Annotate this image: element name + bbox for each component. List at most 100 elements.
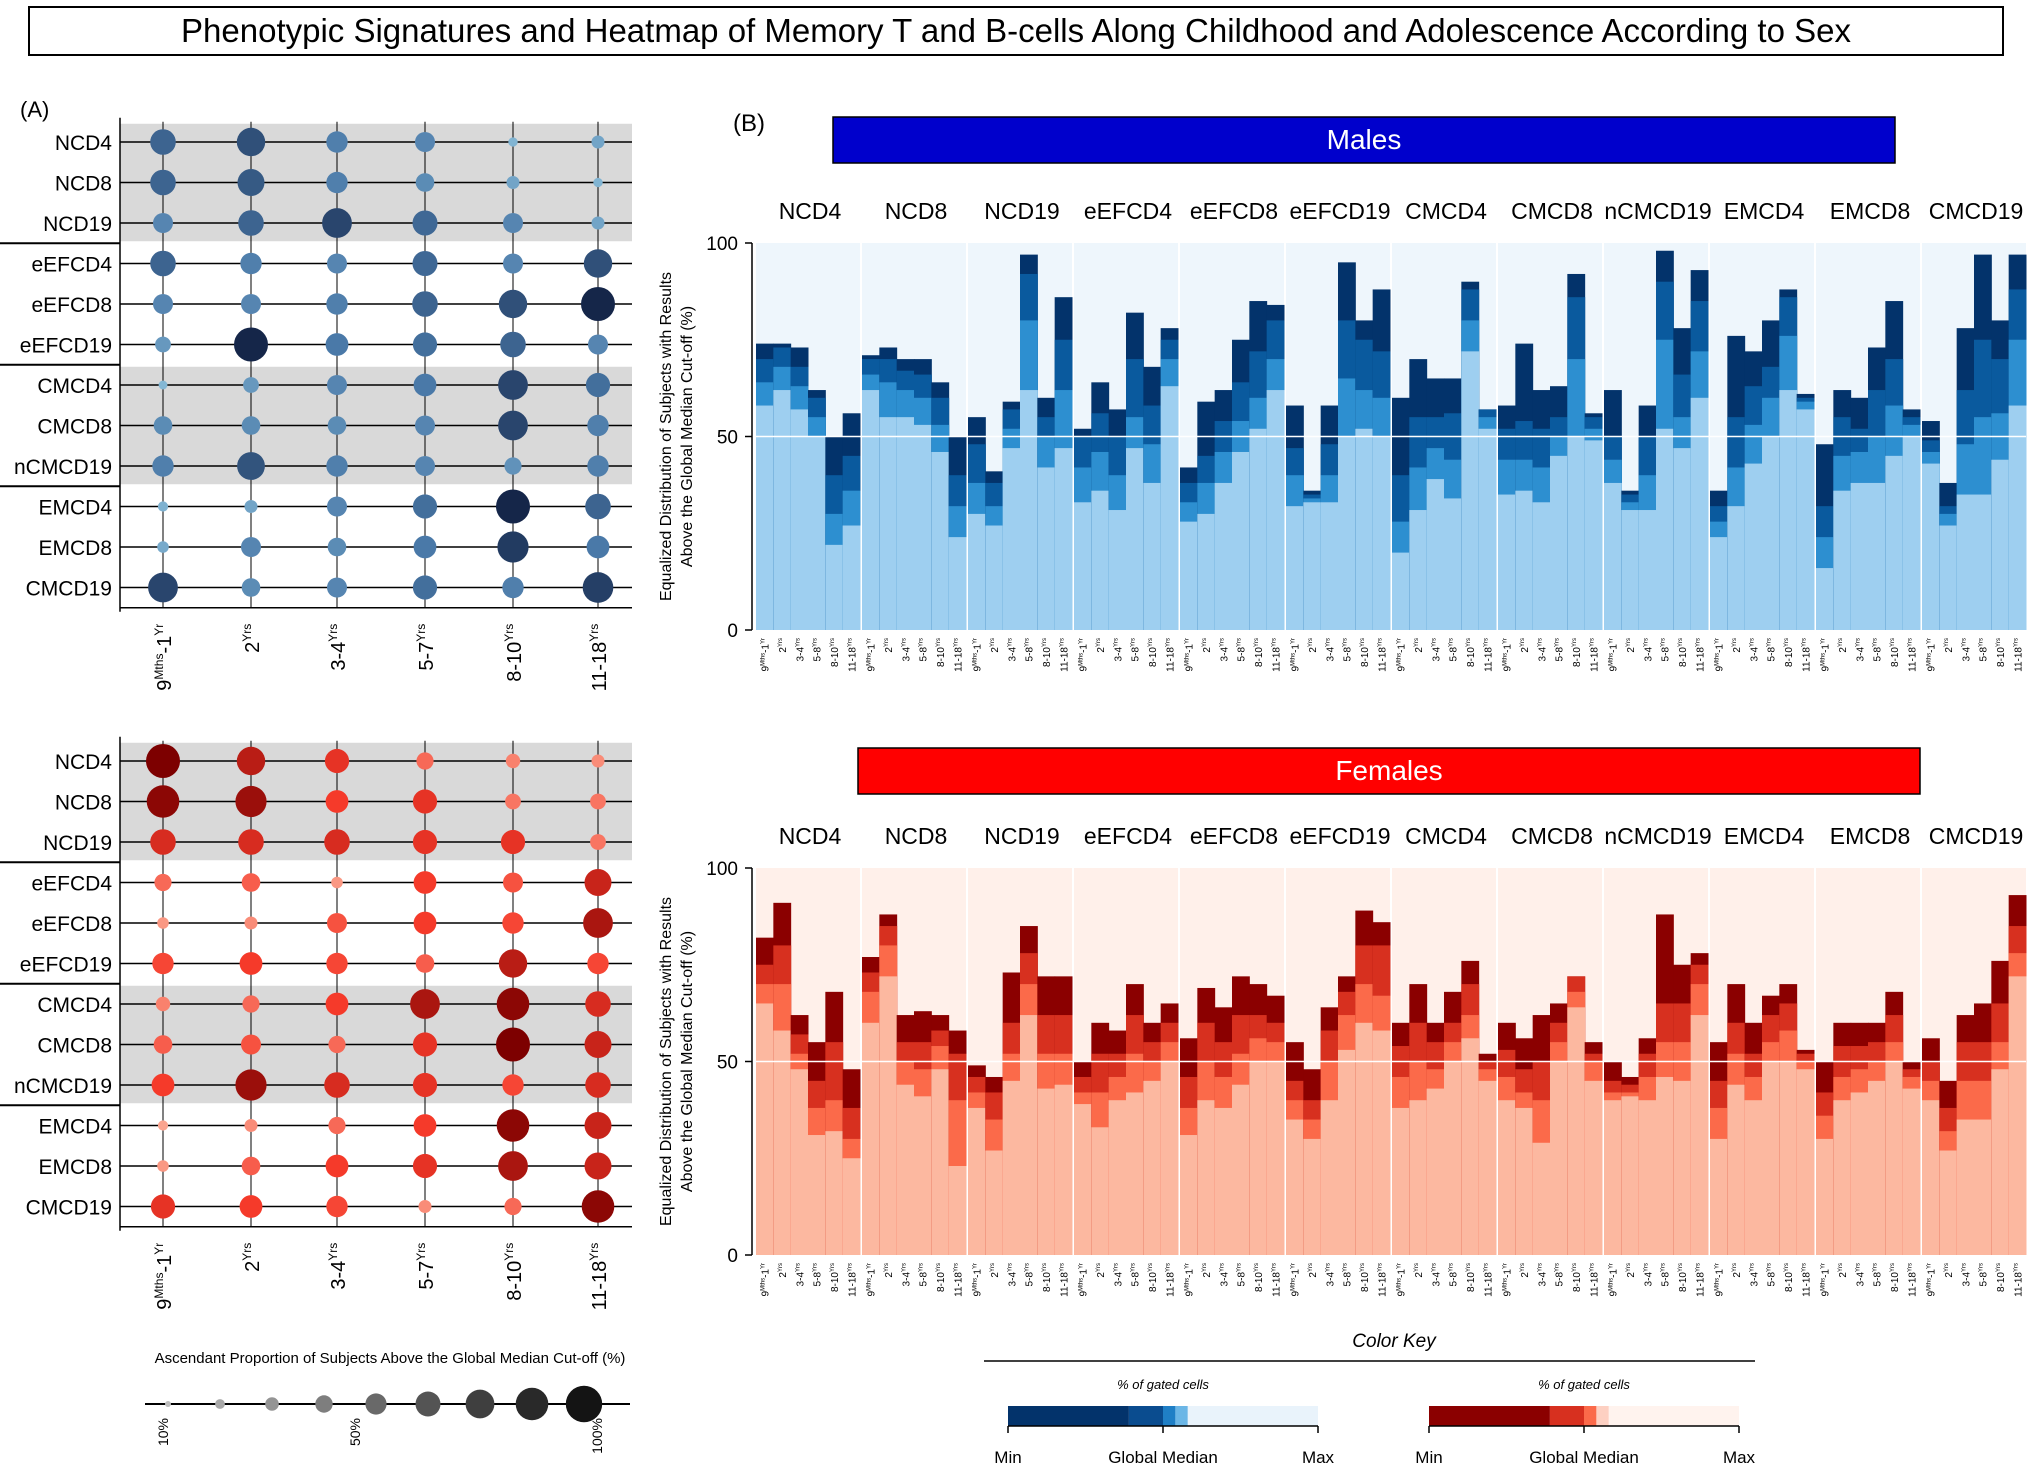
males-age-tick-label: 3-4Yrs [1325, 638, 1336, 661]
female-dot [415, 954, 435, 973]
males-heat-bar [1355, 428, 1374, 630]
females-age-tick-label: 3-4Yrs [1855, 1263, 1866, 1286]
males-age-tick-label: 11-18Yrs [1907, 638, 1918, 672]
blue-key-label: Min [994, 1448, 1021, 1467]
females-y-title-2: Above the Global Median Cut-off (%) [679, 931, 696, 1192]
females-age-tick-label: 3-4Yrs [1007, 1263, 1018, 1286]
females-heat-bar [1197, 1100, 1216, 1255]
males-heat-bar [842, 525, 861, 630]
male-dot [503, 213, 523, 233]
females-column-label: CMCD8 [1511, 823, 1593, 849]
females-heat-bar [1126, 1092, 1144, 1255]
males-heat-bar [948, 537, 967, 630]
male-row-label: EMCD8 [38, 537, 112, 560]
females-age-tick-label: 2Yrs [884, 1263, 895, 1278]
red-key-segment [1608, 1406, 1739, 1426]
males-age-tick-label: 3-4Yrs [1961, 638, 1972, 661]
males-age-tick-label: 5-8Yrs [919, 638, 930, 661]
female-dot [412, 789, 438, 814]
female-dot [503, 872, 523, 893]
size-legend-dot [515, 1387, 549, 1421]
female-row-label: nCMCD19 [14, 1075, 112, 1098]
females-age-tick-label: 2Yrs [778, 1263, 789, 1278]
female-dot [241, 873, 261, 892]
males-age-tick-label: 2Yrs [1520, 638, 1531, 653]
males-age-tick-label: 2Yrs [1414, 638, 1425, 653]
female-dot [412, 829, 438, 855]
males-age-tick-label: 5-8Yrs [1873, 638, 1884, 661]
males-heat-bar [1020, 390, 1038, 630]
females-y-title-1: Equalized Distribution of Subjects with … [658, 897, 675, 1226]
female-dot [500, 829, 526, 855]
males-age-tick-label: 3-4Yrs [1643, 638, 1654, 661]
male-dot [155, 336, 171, 353]
males-age-tick-label: 8-10Yrs [1254, 638, 1265, 667]
females-age-tick-label: 9Mths-1Yr [1503, 1263, 1514, 1296]
males-heat-bar [1710, 537, 1728, 630]
female-dot [153, 1035, 173, 1054]
female-dot [244, 916, 258, 930]
size-legend-dot [165, 1401, 171, 1407]
size-legend-max: 100% [589, 1418, 605, 1454]
female-dot [502, 1074, 524, 1096]
males-age-tick-label: 3-4Yrs [1219, 638, 1230, 661]
males-heat-bar [1885, 455, 1904, 630]
females-heat-bar [1939, 1150, 1958, 1255]
males-heat-bar [825, 544, 844, 630]
females-age-tick-label: 8-10Yrs [1890, 1263, 1901, 1292]
females-column-label: NCD19 [984, 823, 1059, 849]
males-age-tick-label: 9Mths-1Yr [1397, 638, 1408, 671]
male-dot [498, 370, 528, 400]
females-heat-bar [790, 1069, 809, 1255]
male-dot [412, 210, 438, 236]
females-age-tick-label: 3-4Yrs [1219, 1263, 1230, 1286]
females-heat-bar [825, 1131, 844, 1255]
female-dot [326, 952, 348, 975]
males-heat-bar [1850, 482, 1869, 630]
females-age-tick-label: 2Yrs [1626, 1263, 1637, 1278]
male-dot [327, 375, 347, 395]
female-dot [591, 754, 605, 768]
females-age-tick-label: 3-4Yrs [1961, 1263, 1972, 1286]
females-heat-bar [1074, 1104, 1092, 1255]
female-dot [241, 1156, 261, 1176]
female-dot [242, 995, 260, 1013]
female-row-label: NCD19 [43, 832, 112, 855]
females-heat-bar [1922, 1100, 1940, 1255]
males-heat-bar [790, 409, 809, 630]
male-row-label: eEFCD4 [31, 254, 112, 277]
male-dot [237, 169, 265, 196]
size-legend-dot [565, 1385, 603, 1423]
males-heat-bar [773, 390, 792, 630]
females-heat-bar [1991, 1069, 2010, 1255]
males-heat-bar [1108, 510, 1127, 630]
male-dot [327, 577, 347, 598]
males-age-tick-label: 8-10Yrs [1890, 638, 1901, 667]
females-age-tick-label: 11-18Yrs [1589, 1263, 1600, 1297]
males-age-tick-label: 2Yrs [1626, 638, 1637, 653]
females-heat-bar [1673, 1080, 1692, 1255]
males-age-tick-label: 9Mths-1Yr [973, 638, 984, 671]
females-age-tick-label: 8-10Yrs [1996, 1263, 2007, 1292]
males-y-title-2: Above the Global Median Cut-off (%) [679, 306, 696, 567]
females-heat-bar [1974, 1119, 1992, 1255]
size-legend-dot [215, 1399, 225, 1409]
males-heat-bar [879, 417, 898, 630]
females-heat-bar [1409, 1100, 1428, 1255]
males-age-tick-label: 8-10Yrs [830, 638, 841, 667]
males-age-tick-label: 2Yrs [1732, 638, 1743, 653]
females-age-tick-label: 11-18Yrs [2013, 1263, 2024, 1297]
female-dot [413, 871, 437, 894]
females-heat-bar [1091, 1127, 1110, 1255]
males-age-tick-label: 5-8Yrs [1661, 638, 1672, 661]
males-heat-bar [1833, 490, 1852, 630]
females-column-label: EMCD8 [1830, 823, 1911, 849]
females-heat-bar [1868, 1080, 1886, 1255]
males-age-tick-label: 5-8Yrs [1767, 638, 1778, 661]
males-age-tick-label: 11-18Yrs [1165, 638, 1176, 672]
males-heat-bar [1656, 428, 1674, 630]
female-dot [496, 1109, 530, 1142]
male-dot [415, 456, 435, 476]
male-row-label: NCD8 [55, 173, 112, 196]
female-dot [418, 1200, 432, 1213]
